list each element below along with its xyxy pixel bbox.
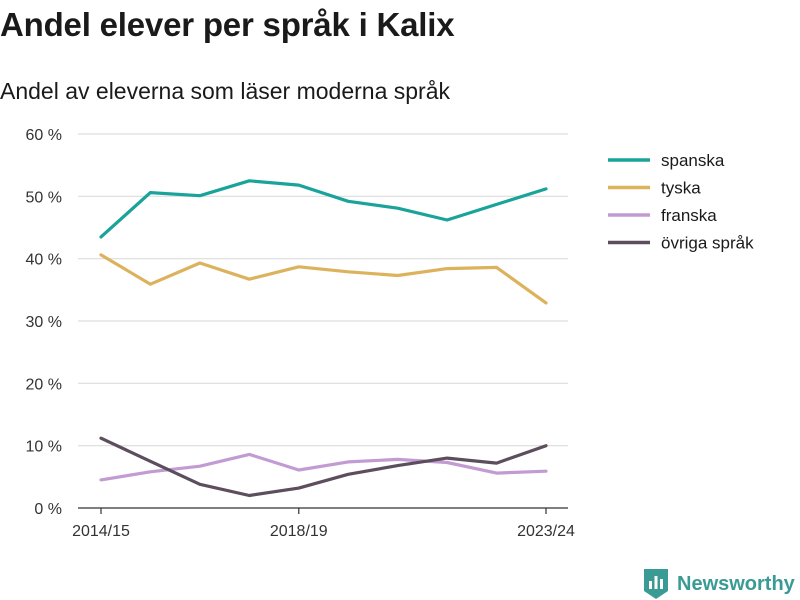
y-tick-label: 60 % <box>26 127 62 144</box>
legend-label: tyska <box>661 179 701 198</box>
legend-label: spanska <box>661 151 725 170</box>
legend-label: franska <box>661 206 717 225</box>
series-line <box>99 253 548 305</box>
brand-name: Newsworthy <box>677 572 795 595</box>
y-tick-label: 50 % <box>26 189 62 206</box>
legend-label: övriga språk <box>661 234 754 253</box>
series-lines <box>99 179 548 498</box>
x-tick-label: 2014/15 <box>72 523 130 540</box>
newsworthy-logo-icon <box>644 569 668 599</box>
x-tick-label: 2023/24 <box>517 523 575 540</box>
x-tick-label: 2018/19 <box>270 523 328 540</box>
legend: spanska tyska franska övriga språk <box>608 151 754 253</box>
y-tick-label: 40 % <box>26 252 62 269</box>
gridlines <box>78 133 568 447</box>
chart-subtitle: Andel av eleverna som läser moderna språ… <box>0 78 451 104</box>
series-line <box>99 452 548 482</box>
newsworthy-brand: Newsworthy <box>644 569 795 599</box>
chart-title: Andel elever per språk i Kalix <box>0 6 455 43</box>
y-tick-label: 30 % <box>26 314 62 331</box>
y-tick-label: 0 % <box>34 501 62 518</box>
y-tick-label: 20 % <box>26 376 62 393</box>
series-line <box>99 436 548 498</box>
axes: 0 % 10 % 20 % 30 % 40 % 50 % 60 % 2014/15 2018/1… <box>26 127 575 540</box>
y-tick-label: 10 % <box>26 439 62 456</box>
series-line <box>99 179 548 239</box>
